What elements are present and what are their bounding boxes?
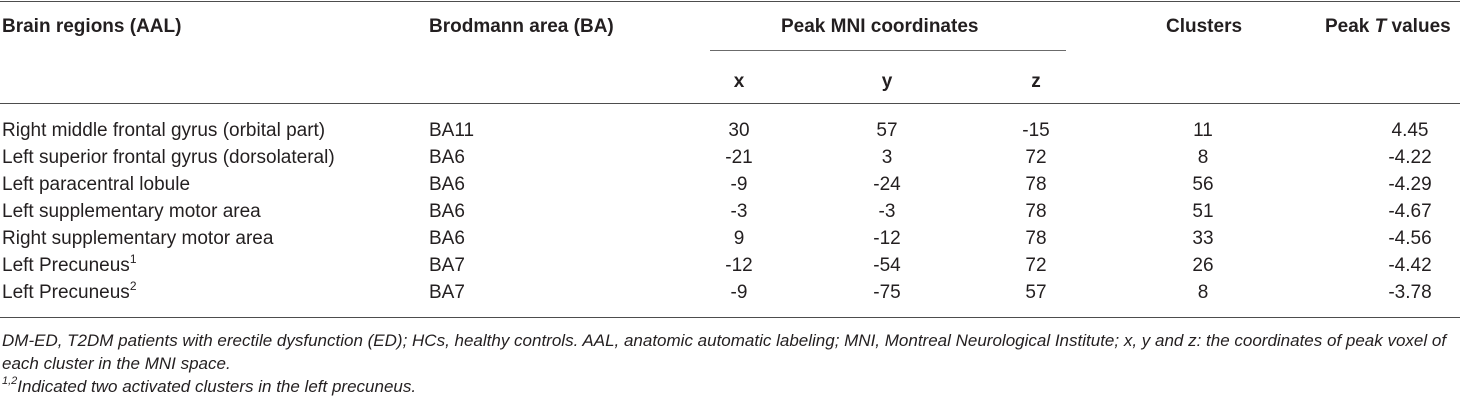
cell-z: 72 (1025, 255, 1047, 276)
table-bottom-rule (0, 317, 1460, 318)
header-y: y (881, 71, 893, 92)
cell-t-value: -4.29 (1388, 174, 1432, 195)
header-peak-prefix: Peak (1325, 16, 1375, 37)
header-z: z (1031, 71, 1041, 92)
table-row: Left paracentral lobule BA6 -9 -24 78 56… (0, 174, 1460, 196)
footnote-precuneus-text: Indicated two activated clusters in the … (17, 377, 417, 396)
cell-t-value: -3.78 (1388, 282, 1432, 303)
footnote-abbreviations: DM-ED, T2DM patients with erectile dysfu… (2, 331, 1447, 373)
table-row: Left superior frontal gyrus (dorsolatera… (0, 147, 1460, 169)
cell-x: -9 (730, 282, 748, 303)
header-x: x (733, 71, 745, 92)
cell-clusters: 33 (1192, 228, 1214, 249)
cell-clusters: 11 (1193, 120, 1213, 141)
header-peak-suffix: values (1386, 16, 1451, 37)
cell-z: 78 (1025, 174, 1047, 195)
cell-t-value: 4.45 (1391, 120, 1429, 141)
header-clusters: Clusters (1166, 16, 1243, 37)
table-row: Left Precuneus1 BA7 -12 -54 72 26 -4.42 (0, 251, 1460, 277)
cell-clusters: 8 (1197, 282, 1209, 303)
cell-region: Right middle frontal gyrus (orbital part… (2, 120, 325, 142)
cell-region: Left Precuneus1 (2, 251, 137, 277)
cell-y: -54 (873, 255, 901, 276)
header-peak-t: T (1374, 16, 1387, 37)
region-text: Left Precuneus (2, 282, 130, 303)
cell-region: Left paracentral lobule (2, 174, 190, 196)
header-brodmann-area: Brodmann area (BA) (429, 16, 614, 37)
cell-y: -3 (878, 201, 896, 222)
cell-y: -75 (873, 282, 901, 303)
cell-t-value: -4.42 (1388, 255, 1432, 276)
region-text: Left superior frontal gyrus (dorsolatera… (2, 147, 335, 168)
header-peak-t-values: Peak T values (1325, 16, 1451, 38)
cell-x: -9 (730, 174, 748, 195)
region-text: Left supplementary motor area (2, 201, 261, 222)
cell-t-value: -4.67 (1388, 201, 1432, 222)
region-text: Left paracentral lobule (2, 174, 191, 195)
cell-y: -12 (873, 228, 901, 249)
table-row: Left Precuneus2 BA7 -9 -75 57 8 -3.78 (0, 278, 1460, 304)
cell-z: 72 (1025, 147, 1047, 168)
cell-t-value: -4.56 (1388, 228, 1432, 249)
cell-ba: BA6 (429, 147, 465, 168)
table-row: Right middle frontal gyrus (orbital part… (0, 120, 1460, 142)
header-peak-mni: Peak MNI coordinates (781, 16, 979, 37)
cell-x: -12 (725, 255, 753, 276)
cell-ba: BA6 (429, 228, 465, 249)
cell-region: Left Precuneus2 (2, 278, 137, 304)
table-footnotes: DM-ED, T2DM patients with erectile dysfu… (2, 329, 1458, 398)
region-text: Right supplementary motor area (2, 228, 274, 249)
cell-clusters: 8 (1197, 147, 1209, 168)
cell-ba: BA11 (429, 120, 475, 141)
cell-ba: BA7 (429, 255, 465, 276)
cell-clusters: 26 (1192, 255, 1214, 276)
table-header-rule (0, 103, 1460, 104)
cell-z: 57 (1025, 282, 1047, 303)
cell-clusters: 51 (1192, 201, 1214, 222)
cell-z: -15 (1022, 120, 1050, 141)
table-row: Left supplementary motor area BA6 -3 -3 … (0, 201, 1460, 223)
cell-ba: BA6 (429, 201, 465, 222)
region-text: Left Precuneus (2, 255, 130, 276)
cell-x: -3 (730, 201, 748, 222)
cell-y: -24 (873, 174, 901, 195)
region-text: Right middle frontal gyrus (orbital part… (2, 120, 326, 141)
cell-region: Right supplementary motor area (2, 228, 273, 250)
cell-y: 3 (881, 147, 893, 168)
cell-z: 78 (1025, 201, 1047, 222)
cell-t-value: -4.22 (1388, 147, 1432, 168)
cell-ba: BA6 (429, 174, 465, 195)
cell-z: 78 (1025, 228, 1047, 249)
cell-x: -21 (725, 147, 753, 168)
footnote-marker: 1,2 (2, 375, 18, 388)
cell-region: Left superior frontal gyrus (dorsolatera… (2, 147, 335, 169)
mni-header-rule (710, 50, 1066, 51)
cell-y: 57 (876, 120, 898, 141)
cell-ba: BA7 (429, 282, 465, 303)
cell-x: 30 (728, 120, 750, 141)
cell-region: Left supplementary motor area (2, 201, 261, 223)
cell-clusters: 56 (1192, 174, 1214, 195)
header-brain-regions: Brain regions (AAL) (2, 16, 182, 37)
cell-x: 9 (733, 228, 745, 249)
table-top-rule (0, 1, 1460, 2)
region-footnote-marker: 2 (129, 278, 137, 293)
footnote-precuneus: 1,2Indicated two activated clusters in t… (2, 375, 1458, 398)
region-footnote-marker: 1 (129, 251, 137, 266)
table-row: Right supplementary motor area BA6 9 -12… (0, 228, 1460, 250)
